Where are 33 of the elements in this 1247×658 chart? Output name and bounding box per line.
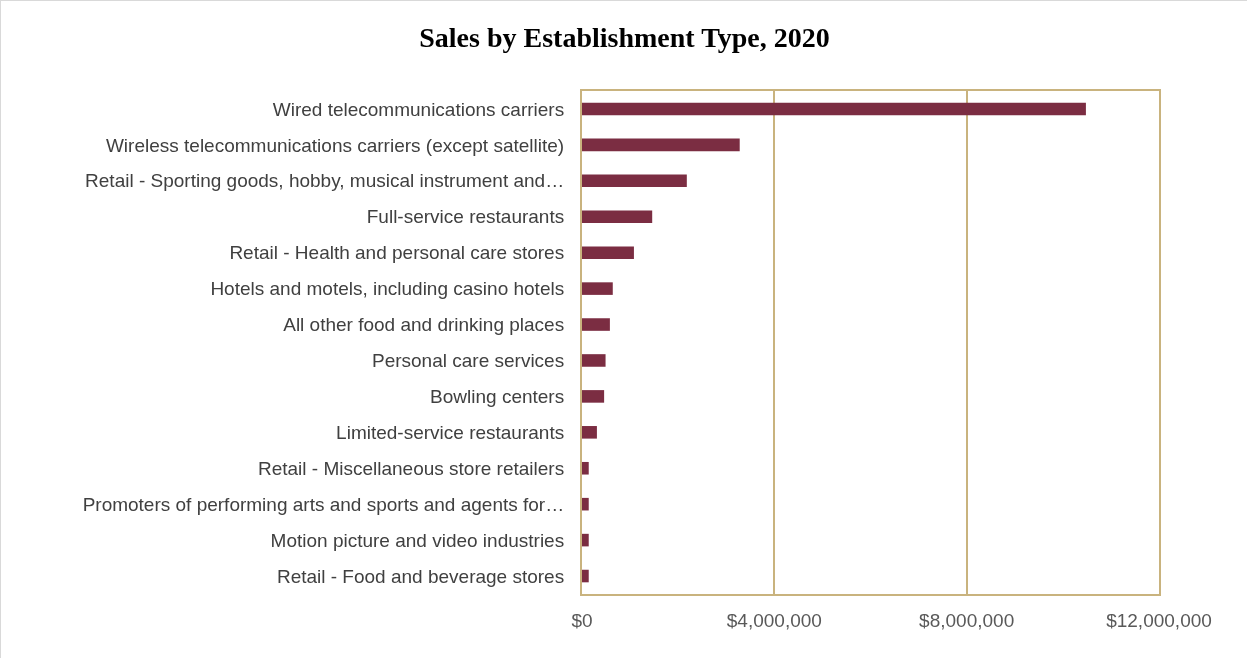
x-tick-label: $12,000,000 [1106, 609, 1212, 631]
y-tick-label: Limited-service restaurants [336, 421, 565, 443]
y-tick-label: Retail - Miscellaneous store retailers [257, 457, 565, 479]
y-tick-label: Hotels and motels, including casino hotels [210, 278, 565, 300]
y-tick-label: Wired telecommunications carriers [272, 98, 565, 120]
bar [582, 210, 653, 224]
bar [582, 282, 613, 295]
bar [582, 569, 589, 583]
bar [582, 497, 589, 511]
y-tick-label: Promoters of performing arts and sports and agents for… [82, 493, 565, 515]
y-tick-label: Retail - Food and beverage stores [276, 565, 565, 587]
chart-title: Sales by Establishment Type, 2020 [419, 21, 830, 53]
bar [582, 390, 605, 403]
bar [582, 102, 1086, 116]
y-tick-label: Wireless telecommunications carriers (except satellite) [105, 134, 565, 156]
bar [582, 174, 687, 188]
bar [582, 461, 589, 475]
y-tick-label: Retail - Health and personal care stores [229, 242, 565, 264]
bar [582, 138, 740, 152]
y-tick-label: Bowling centers [430, 386, 565, 408]
bar [582, 533, 589, 547]
y-tick-label: Motion picture and video industries [270, 529, 565, 551]
x-tick-label: $0 [571, 609, 593, 631]
x-tick-label: $4,000,000 [726, 609, 822, 631]
y-tick-label: Retail - Sporting goods, hobby, musical instrument and… [85, 170, 565, 192]
bar [582, 354, 606, 367]
x-tick-label: $8,000,000 [919, 609, 1015, 631]
bar [582, 246, 634, 259]
bar [582, 318, 610, 331]
bar [582, 426, 597, 439]
y-tick-label: Personal care services [372, 350, 565, 372]
y-tick-label: All other food and drinking places [283, 314, 565, 336]
y-tick-label: Full-service restaurants [366, 206, 565, 228]
